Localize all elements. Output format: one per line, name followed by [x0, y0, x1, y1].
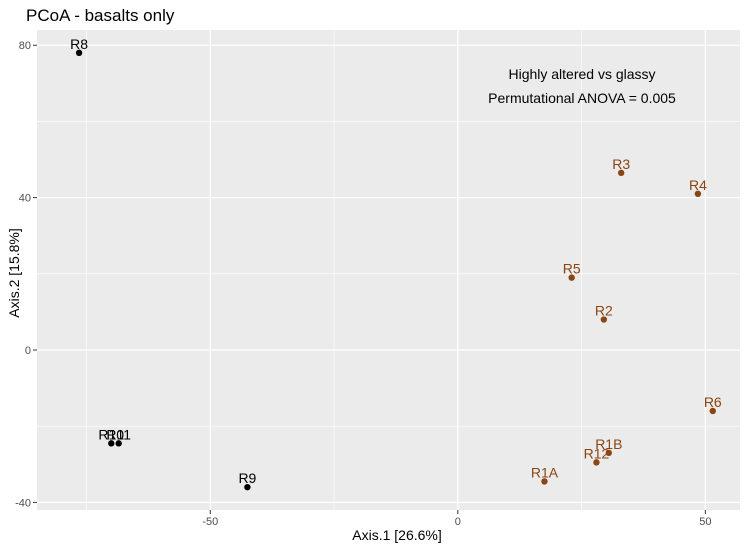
point-label-r8: R8	[70, 36, 88, 52]
y-axis-title: Axis.2 [15.8%]	[6, 228, 22, 318]
point-label-r5: R5	[563, 261, 581, 277]
chart-title: PCoA - basalts only	[26, 6, 175, 25]
annotation-anova: Permutational ANOVA = 0.005	[488, 90, 676, 106]
grid-major	[37, 30, 740, 510]
point-r2	[600, 316, 608, 323]
point-label-r1a: R1A	[531, 464, 559, 480]
x-tick-label: 50	[699, 516, 711, 528]
point-label-r12: R12	[584, 445, 610, 461]
plot-panel	[37, 30, 740, 510]
point-label-r4: R4	[689, 177, 707, 193]
point-r8	[75, 49, 83, 57]
point-r12	[593, 459, 600, 466]
x-tick-label: -50	[202, 516, 218, 528]
y-tick-label: -40	[15, 497, 31, 509]
x-tick-label: 0	[455, 516, 461, 528]
point-r6	[709, 407, 716, 415]
y-tick-label: 80	[19, 40, 31, 52]
point-r1b	[605, 449, 613, 457]
point-r4	[694, 190, 702, 198]
point-label-r11: R11	[106, 426, 131, 442]
point-r9	[244, 483, 251, 491]
y-tick-label: 40	[19, 193, 31, 205]
point-label-r10: R10	[98, 426, 124, 442]
point-r11	[115, 440, 122, 447]
grid-minor	[37, 30, 740, 510]
point-label-r1b: R1B	[595, 436, 622, 452]
point-label-r3: R3	[612, 156, 630, 172]
x-axis-title: Axis.1 [26.6%]	[352, 527, 442, 543]
point-r3	[617, 169, 625, 177]
y-tick-label: 0	[25, 345, 31, 357]
x-axis: -50 0 50	[202, 510, 711, 528]
annotation-comparison: Highly altered vs glassy	[508, 66, 655, 82]
point-label-r6: R6	[704, 394, 722, 410]
point-label-r2: R2	[595, 303, 613, 319]
point-r10	[108, 440, 115, 447]
y-axis: -40 0 40 80	[15, 40, 37, 509]
point-r1a	[541, 478, 548, 485]
point-label-r9: R9	[238, 470, 256, 486]
point-r5	[568, 274, 575, 281]
